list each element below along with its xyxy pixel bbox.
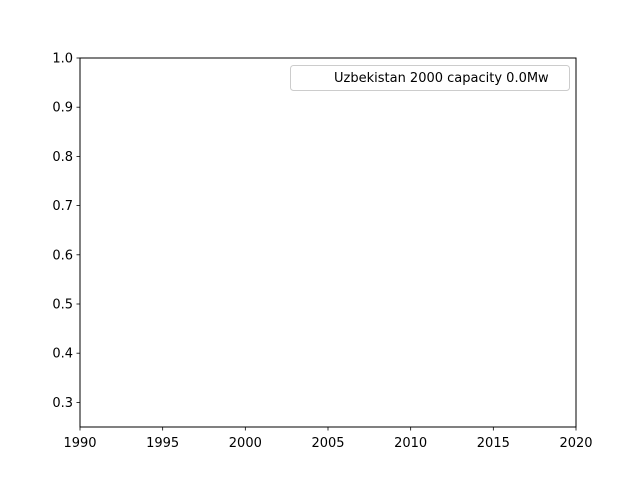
y-tick-label: 0.5 [52, 298, 73, 313]
x-tick-label: 2015 [477, 436, 510, 451]
y-tick-label: 0.8 [52, 150, 73, 165]
x-tick-label: 2000 [229, 436, 262, 451]
legend-label: Uzbekistan 2000 capacity 0.0Mw [334, 71, 549, 86]
y-axis: 0.3 0.4 0.5 0.6 0.7 0.8 0.9 1.0 [52, 52, 80, 411]
y-tick-label: 0.7 [52, 199, 73, 214]
y-tick-label: 1.0 [52, 52, 73, 67]
x-tick-label: 1995 [146, 436, 179, 451]
x-axis: 1990 1995 2000 2005 2010 2015 2020 [63, 427, 593, 451]
legend: Uzbekistan 2000 capacity 0.0Mw [290, 65, 570, 91]
x-tick-label: 2005 [311, 436, 344, 451]
y-tick-label: 0.3 [52, 396, 73, 411]
y-tick-label: 0.4 [52, 347, 73, 362]
y-tick-label: 0.6 [52, 248, 73, 263]
x-tick-label: 2020 [559, 436, 592, 451]
legend-box [290, 65, 570, 91]
x-tick-label: 2010 [394, 436, 427, 451]
y-tick-label: 0.9 [52, 101, 73, 116]
x-tick-label: 1990 [63, 436, 96, 451]
